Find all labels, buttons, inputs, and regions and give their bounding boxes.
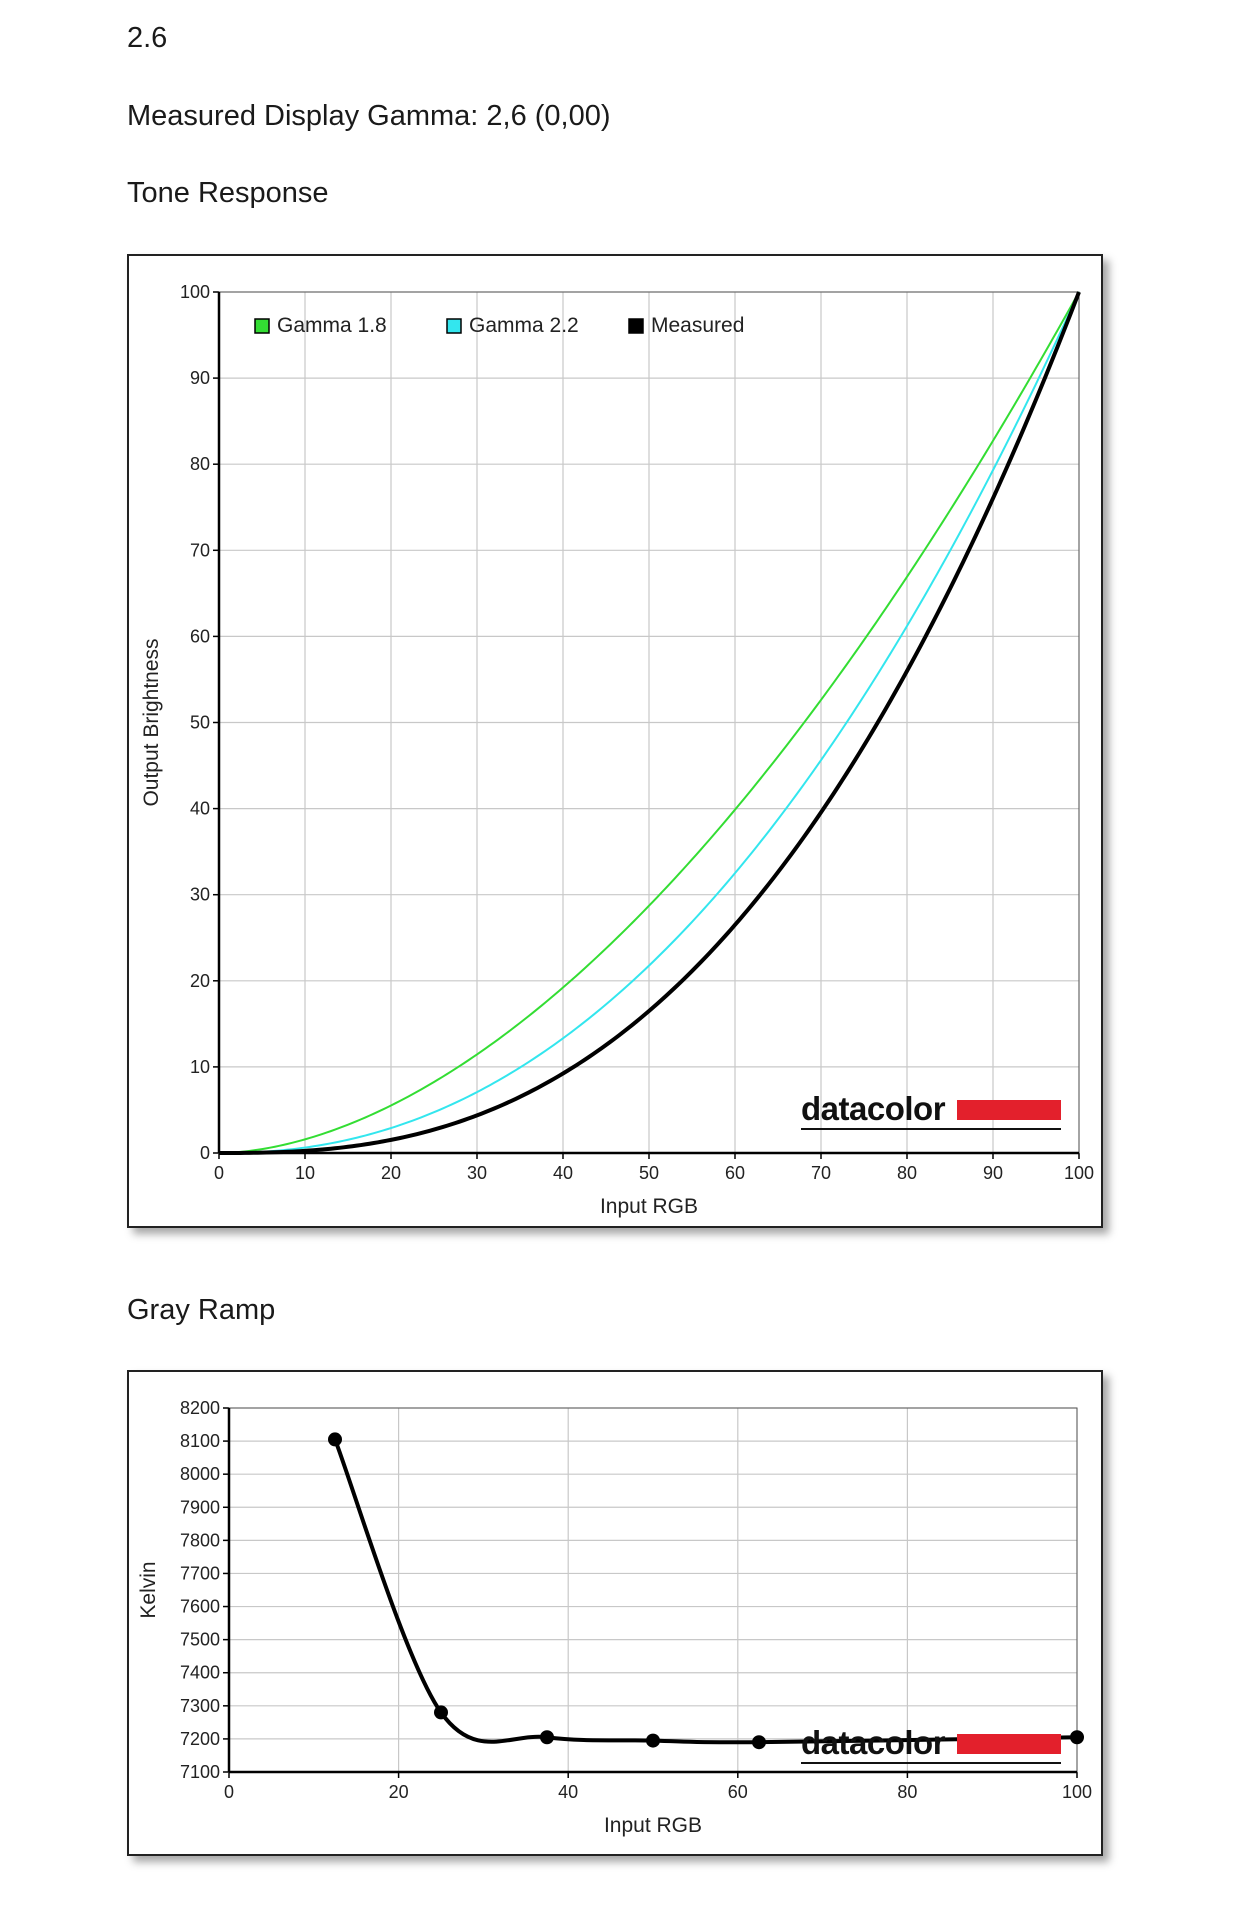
x-axis-title: Input RGB bbox=[600, 1195, 698, 1218]
data-point bbox=[646, 1733, 660, 1748]
y-tick-label: 10 bbox=[190, 1057, 210, 1077]
x-tick-label: 90 bbox=[983, 1163, 1003, 1183]
y-tick-label: 7200 bbox=[180, 1729, 220, 1749]
y-tick-label: 0 bbox=[200, 1143, 210, 1163]
data-point bbox=[434, 1705, 448, 1720]
measured-gamma-text: Measured Display Gamma: 2,6 (0,00) bbox=[127, 100, 611, 132]
y-tick-label: 7700 bbox=[180, 1563, 220, 1583]
y-tick-label: 7300 bbox=[180, 1696, 220, 1716]
x-tick-label: 100 bbox=[1064, 1163, 1094, 1183]
x-tick-label: 30 bbox=[467, 1163, 487, 1183]
y-tick-label: 60 bbox=[190, 626, 210, 646]
y-tick-label: 7400 bbox=[180, 1663, 220, 1683]
x-tick-label: 70 bbox=[811, 1163, 831, 1183]
legend-swatch bbox=[446, 318, 462, 334]
tone-response-title: Tone Response bbox=[127, 177, 329, 209]
data-point bbox=[540, 1730, 554, 1745]
gray-ramp-title: Gray Ramp bbox=[127, 1294, 276, 1326]
y-tick-label: 8200 bbox=[180, 1398, 220, 1418]
datacolor-logo-text: datacolor bbox=[801, 1724, 946, 1761]
datacolor-logo-bar bbox=[957, 1734, 1061, 1754]
data-point bbox=[328, 1432, 342, 1447]
y-tick-label: 100 bbox=[180, 282, 210, 302]
y-tick-label: 90 bbox=[190, 368, 210, 388]
x-tick-label: 50 bbox=[639, 1163, 659, 1183]
y-tick-label: 8100 bbox=[180, 1431, 220, 1451]
legend-label: Measured bbox=[651, 314, 744, 337]
legend-label: Gamma 2.2 bbox=[469, 314, 579, 337]
gray-ramp-chart: 0 20 40 60 80 100 7100 7200 7300 7400 7500 7600 7700… bbox=[127, 1370, 1103, 1856]
series-line bbox=[218, 291, 1080, 1154]
y-tick-label: 50 bbox=[190, 713, 210, 733]
legend-label: Gamma 1.8 bbox=[277, 314, 387, 337]
x-tick-label: 60 bbox=[725, 1163, 745, 1183]
y-axis-title: Output Brightness bbox=[140, 638, 163, 806]
x-tick-label: 20 bbox=[389, 1782, 409, 1802]
y-tick-label: 7800 bbox=[180, 1530, 220, 1550]
y-tick-label: 30 bbox=[190, 885, 210, 905]
series-line bbox=[333, 1438, 1078, 1745]
series-line bbox=[218, 291, 1080, 1154]
x-tick-label: 60 bbox=[728, 1782, 748, 1802]
data-point bbox=[752, 1735, 766, 1750]
y-tick-label: 70 bbox=[190, 540, 210, 560]
y-tick-label: 8000 bbox=[180, 1464, 220, 1484]
tone-response-chart: 0 10 20 30 40 50 60 70 80 90 100 0 10 20 30 40 50 60 70 80 9… bbox=[127, 254, 1103, 1228]
x-tick-label: 0 bbox=[224, 1782, 234, 1802]
tone-response-svg: 0 10 20 30 40 50 60 70 80 90 100 0 10 20 30 40 50 60 70 80 9… bbox=[140, 282, 1094, 1218]
y-axis-title: Kelvin bbox=[137, 1561, 160, 1618]
y-tick-label: 40 bbox=[190, 799, 210, 819]
x-tick-label: 10 bbox=[295, 1163, 315, 1183]
x-tick-label: 80 bbox=[897, 1782, 917, 1802]
gray-ramp-svg: 0 20 40 60 80 100 7100 7200 7300 7400 7500 7600 7700… bbox=[137, 1398, 1092, 1837]
y-tick-label: 20 bbox=[190, 971, 210, 991]
x-tick-label: 40 bbox=[553, 1163, 573, 1183]
x-tick-label: 100 bbox=[1062, 1782, 1092, 1802]
gamma-value: 2.6 bbox=[127, 22, 168, 54]
y-tick-label: 7100 bbox=[180, 1762, 220, 1782]
series-line bbox=[219, 291, 1081, 1155]
x-tick-label: 0 bbox=[214, 1163, 224, 1183]
datacolor-logo-text: datacolor bbox=[801, 1090, 946, 1127]
x-tick-label: 20 bbox=[381, 1163, 401, 1183]
legend-swatch bbox=[628, 318, 644, 334]
y-tick-label: 80 bbox=[190, 454, 210, 474]
y-tick-label: 7900 bbox=[180, 1497, 220, 1517]
plot-area bbox=[228, 1407, 1078, 1773]
y-tick-label: 7500 bbox=[180, 1630, 220, 1650]
x-axis-title: Input RGB bbox=[604, 1814, 702, 1837]
x-tick-label: 80 bbox=[897, 1163, 917, 1183]
datacolor-logo-bar bbox=[957, 1100, 1061, 1120]
y-tick-label: 7600 bbox=[180, 1597, 220, 1617]
data-point bbox=[1070, 1730, 1084, 1745]
legend-swatch bbox=[254, 318, 270, 334]
x-tick-label: 40 bbox=[558, 1782, 578, 1802]
